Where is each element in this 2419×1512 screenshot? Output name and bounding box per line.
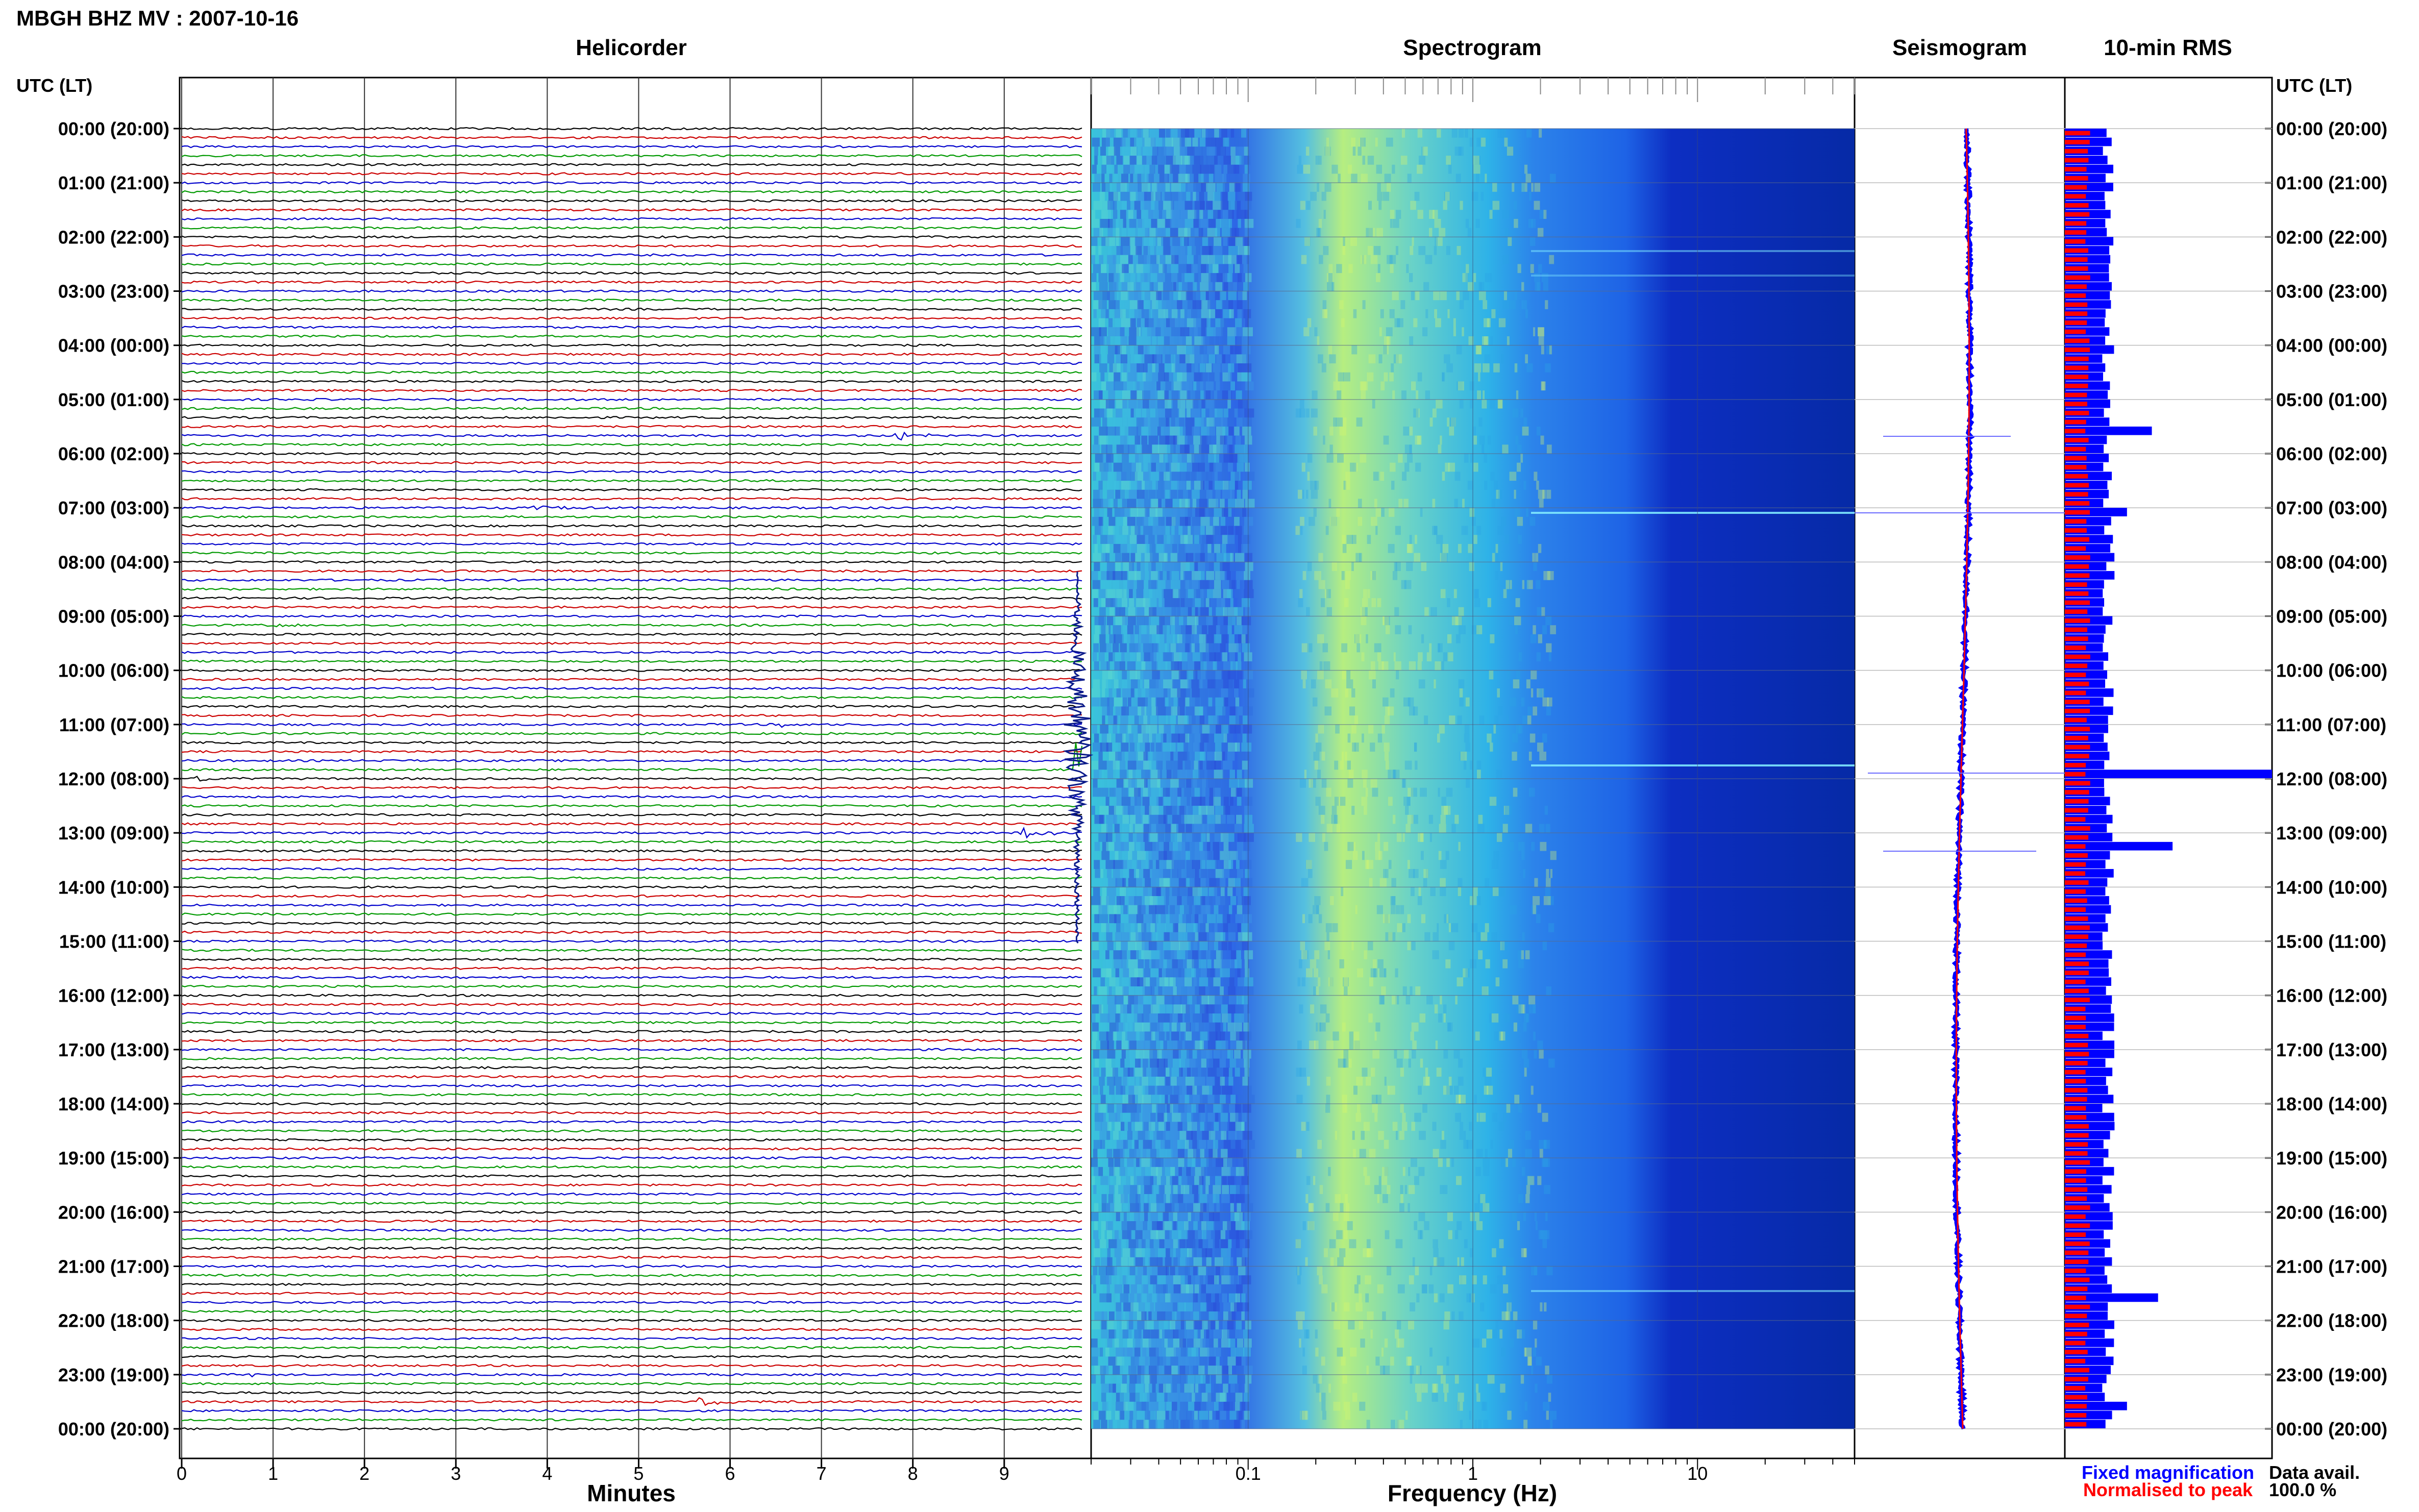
time-label-left: 19:00 (15:00) (58, 1148, 169, 1169)
time-label-left: 06:00 (02:00) (58, 443, 169, 464)
rms-title: 10-min RMS (2104, 35, 2232, 60)
legend-fixed: Fixed magnification (2082, 1462, 2254, 1483)
seismogram-traces (1855, 128, 2065, 1430)
time-label-right: 13:00 (09:00) (2276, 823, 2387, 844)
time-label-right: 15:00 (11:00) (2276, 931, 2386, 952)
helicorder-traces (181, 127, 1094, 1431)
freq-tick-label: 1 (1468, 1463, 1478, 1484)
time-label-right: 17:00 (13:00) (2276, 1039, 2387, 1060)
time-label-right: 01:00 (21:00) (2276, 172, 2387, 193)
minute-tick-label: 4 (542, 1463, 552, 1484)
minute-tick-label: 1 (268, 1463, 278, 1484)
rms-bars (2065, 129, 2272, 1428)
minute-tick-label: 0 (177, 1463, 187, 1484)
spectrogram-title: Spectrogram (1403, 35, 1541, 60)
time-label-right: 00:00 (20:00) (2276, 1419, 2387, 1440)
time-label-right: 06:00 (02:00) (2276, 443, 2387, 464)
time-label-left: 10:00 (06:00) (58, 660, 169, 681)
utc-right-label: UTC (LT) (2276, 75, 2352, 96)
data-avail-value: 100.0 % (2269, 1479, 2336, 1500)
minute-tick-label: 8 (908, 1463, 918, 1484)
time-label-right: 21:00 (17:00) (2276, 1256, 2387, 1277)
freq-tick-label: 0.1 (1236, 1463, 1261, 1484)
time-label-left: 21:00 (17:00) (58, 1256, 169, 1277)
minute-tick-label: 5 (633, 1463, 644, 1484)
minute-tick-label: 2 (359, 1463, 369, 1484)
time-label-left: 00:00 (20:00) (58, 118, 169, 139)
time-label-left: 00:00 (20:00) (58, 1419, 169, 1440)
frequency-axis-label: Frequency (Hz) (1388, 1480, 1557, 1506)
time-label-right: 20:00 (16:00) (2276, 1202, 2387, 1223)
time-label-right: 08:00 (04:00) (2276, 552, 2387, 573)
time-label-right: 16:00 (12:00) (2276, 985, 2387, 1006)
time-label-left: 03:00 (23:00) (58, 281, 169, 302)
seismogram-title: Seismogram (1892, 35, 2027, 60)
time-label-left: 23:00 (19:00) (58, 1365, 169, 1385)
legend-normalised: Normalised to peak (2083, 1479, 2253, 1500)
time-label-left: 08:00 (04:00) (58, 552, 169, 573)
time-label-left: 09:00 (05:00) (58, 606, 169, 627)
utc-left-label: UTC (LT) (16, 75, 92, 96)
time-label-left: 16:00 (12:00) (58, 985, 169, 1006)
minute-tick-label: 6 (725, 1463, 735, 1484)
time-label-left: 15:00 (11:00) (59, 931, 169, 952)
time-label-left: 22:00 (18:00) (58, 1310, 169, 1331)
time-label-right: 19:00 (15:00) (2276, 1148, 2387, 1169)
time-label-left: 18:00 (14:00) (58, 1094, 169, 1114)
time-label-left: 20:00 (16:00) (58, 1202, 169, 1223)
minute-tick-label: 7 (817, 1463, 827, 1484)
data-avail-label: Data avail. (2269, 1462, 2360, 1483)
time-label-left: 11:00 (07:00) (59, 714, 169, 735)
time-label-left: 04:00 (00:00) (58, 335, 169, 356)
time-label-left: 01:00 (21:00) (58, 172, 169, 193)
time-label-right: 11:00 (07:00) (2276, 714, 2386, 735)
time-label-right: 00:00 (20:00) (2276, 118, 2387, 139)
time-label-left: 13:00 (09:00) (58, 823, 169, 844)
time-label-left: 14:00 (10:00) (58, 877, 169, 898)
time-label-left: 05:00 (01:00) (58, 389, 169, 410)
time-label-right: 14:00 (10:00) (2276, 877, 2387, 898)
time-label-right: 07:00 (03:00) (2276, 498, 2387, 518)
time-label-right: 02:00 (22:00) (2276, 227, 2387, 247)
time-label-right: 05:00 (01:00) (2276, 389, 2387, 410)
time-label-left: 02:00 (22:00) (58, 227, 169, 247)
time-label-right: 10:00 (06:00) (2276, 660, 2387, 681)
time-label-right: 22:00 (18:00) (2276, 1310, 2387, 1331)
time-label-right: 12:00 (08:00) (2276, 769, 2387, 789)
time-label-left: 07:00 (03:00) (58, 498, 169, 518)
minute-tick-label: 9 (999, 1463, 1009, 1484)
minute-tick-label: 3 (451, 1463, 461, 1484)
time-label-right: 03:00 (23:00) (2276, 281, 2387, 302)
figure-title: MBGH BHZ MV : 2007-10-16 (16, 6, 299, 30)
helicorder-panel (179, 77, 1092, 1459)
time-label-right: 04:00 (00:00) (2276, 335, 2387, 356)
time-label-left: 12:00 (08:00) (58, 769, 169, 789)
helicorder-title: Helicorder (576, 35, 687, 60)
minutes-axis-label: Minutes (587, 1480, 676, 1506)
time-label-right: 09:00 (05:00) (2276, 606, 2387, 627)
time-label-right: 18:00 (14:00) (2276, 1094, 2387, 1114)
time-label-left: 17:00 (13:00) (58, 1039, 169, 1060)
time-label-right: 23:00 (19:00) (2276, 1365, 2387, 1385)
freq-tick-label: 10 (1687, 1463, 1708, 1484)
